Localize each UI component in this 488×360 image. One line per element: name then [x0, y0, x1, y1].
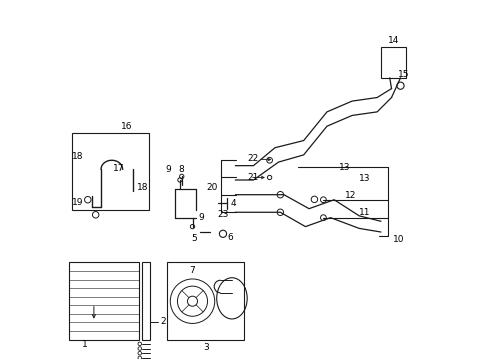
Text: 2: 2 — [160, 317, 165, 326]
Text: 8: 8 — [179, 165, 184, 174]
Text: 21: 21 — [247, 173, 259, 182]
Text: 13: 13 — [339, 163, 350, 172]
Text: 20: 20 — [206, 183, 218, 192]
Text: 3: 3 — [203, 343, 208, 352]
Text: 14: 14 — [387, 36, 398, 45]
Bar — [72, 134, 149, 211]
Text: 19: 19 — [72, 198, 83, 207]
Text: 18: 18 — [72, 152, 83, 161]
Text: 16: 16 — [121, 122, 132, 131]
Text: 6: 6 — [227, 233, 233, 242]
Text: 9: 9 — [198, 213, 204, 222]
Text: 12: 12 — [344, 190, 355, 199]
Bar — [69, 262, 139, 339]
Text: 11: 11 — [358, 208, 369, 217]
Bar — [380, 47, 405, 78]
Text: 23: 23 — [217, 210, 228, 219]
Text: 4: 4 — [230, 199, 236, 208]
Text: 1: 1 — [82, 340, 88, 349]
Text: 7: 7 — [189, 266, 195, 275]
Text: 17: 17 — [113, 163, 124, 172]
Text: 15: 15 — [398, 70, 409, 79]
Text: 5: 5 — [191, 234, 197, 243]
Text: 10: 10 — [392, 235, 404, 244]
Text: 18: 18 — [137, 183, 148, 192]
Bar — [167, 262, 244, 339]
Bar — [142, 262, 150, 339]
Text: 9: 9 — [165, 165, 171, 174]
Text: 13: 13 — [358, 174, 369, 183]
Text: 22: 22 — [247, 154, 259, 163]
